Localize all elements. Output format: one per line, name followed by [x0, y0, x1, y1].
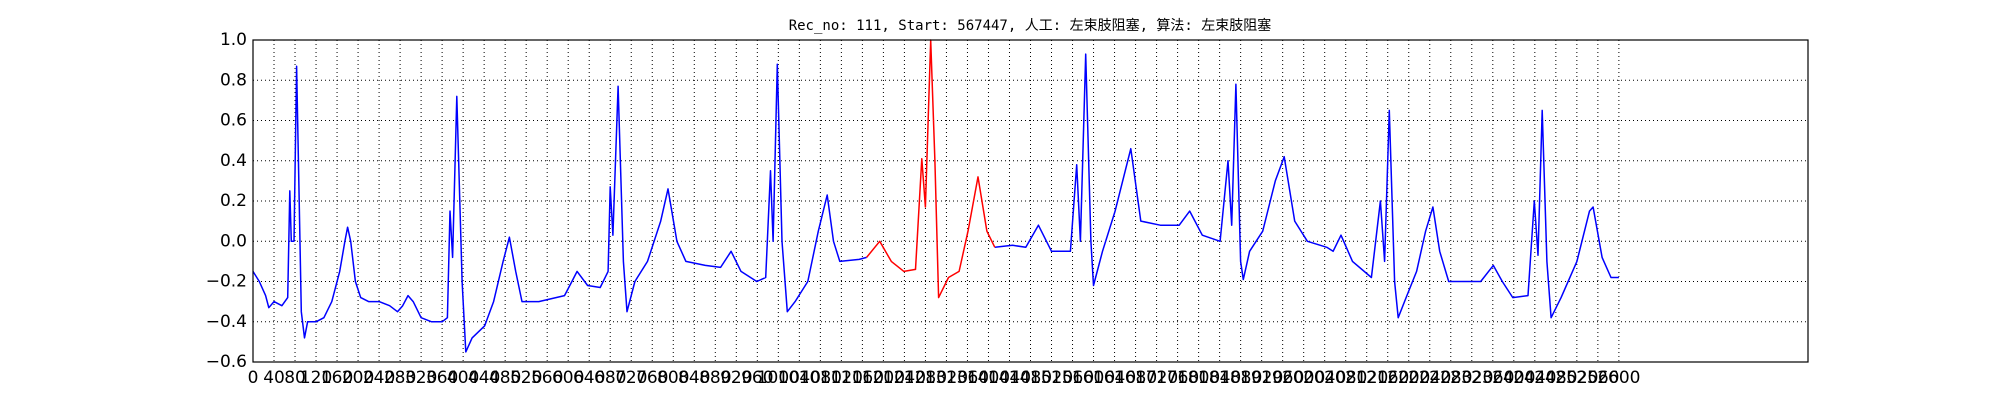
- x-tick-label: 2320: [1450, 368, 1493, 388]
- x-tick-label: 2280: [1429, 368, 1472, 388]
- x-tick-label: 560: [531, 368, 563, 388]
- ecg-line: [866, 39, 996, 299]
- x-tick-label: 120: [300, 368, 332, 388]
- x-tick-label: 2200: [1387, 368, 1430, 388]
- x-tick-label: 480: [489, 368, 521, 388]
- y-tick-label: 0.4: [220, 151, 247, 171]
- x-tick-label: 2400: [1492, 368, 1535, 388]
- y-tick-label: 0.8: [220, 70, 247, 90]
- x-tick-label: 1360: [946, 368, 989, 388]
- x-tick-label: 880: [699, 368, 731, 388]
- x-tick-label: 640: [573, 368, 605, 388]
- x-tick-label: 2120: [1345, 368, 1388, 388]
- x-tick-label: 1440: [988, 368, 1031, 388]
- y-tick-label: 0.6: [220, 111, 247, 131]
- x-tick-label: 2520: [1555, 368, 1598, 388]
- x-tick-label: 320: [405, 368, 437, 388]
- x-tick-label: 960: [741, 368, 773, 388]
- x-tick-label: 760: [636, 368, 668, 388]
- x-tick-label: 2040: [1303, 368, 1346, 388]
- y-tick-label: −0.6: [206, 352, 247, 372]
- y-tick-label: 0.0: [220, 231, 247, 251]
- x-tick-label: 840: [678, 368, 710, 388]
- x-tick-label: 1000: [757, 368, 800, 388]
- x-tick-label: 40: [263, 368, 285, 388]
- x-tick-label: 1640: [1093, 368, 1136, 388]
- x-tick-label: 680: [594, 368, 626, 388]
- x-tick-label: 1920: [1240, 368, 1283, 388]
- x-tick-label: 2440: [1513, 368, 1556, 388]
- x-tick-label: 1680: [1114, 368, 1157, 388]
- x-tick-label: 1320: [925, 368, 968, 388]
- x-tick-label: 1960: [1261, 368, 1304, 388]
- x-tick-label: 1280: [904, 368, 947, 388]
- x-tick-label: 1080: [799, 368, 842, 388]
- x-tick-label: 1240: [883, 368, 926, 388]
- x-tick-label: 720: [615, 368, 647, 388]
- x-tick-label: 2000: [1282, 368, 1325, 388]
- x-tick-label: 2080: [1324, 368, 1367, 388]
- x-tick-label: 1400: [967, 368, 1010, 388]
- x-tick-label: 1760: [1156, 368, 1199, 388]
- x-tick-label: 2560: [1576, 368, 1619, 388]
- chart-title: Rec_no: 111, Start: 567447, 人工: 左束肢阻塞, 算…: [789, 17, 1272, 34]
- x-tick-label: 1880: [1219, 368, 1262, 388]
- x-tick-label: 1200: [862, 368, 905, 388]
- x-tick-label: 160: [321, 368, 353, 388]
- plot-frame: [252, 39, 1809, 363]
- x-tick-label: 1840: [1198, 368, 1241, 388]
- x-tick-label: 80: [284, 368, 306, 388]
- x-tick-label: 0: [248, 368, 259, 388]
- y-tick-label: 1.0: [220, 30, 247, 50]
- x-tick-label: 2240: [1408, 368, 1451, 388]
- x-tick-label: 2480: [1534, 368, 1577, 388]
- x-tick-label: 200: [342, 368, 374, 388]
- y-tick-label: −0.4: [206, 312, 247, 332]
- x-tick-label: 1720: [1135, 368, 1178, 388]
- x-tick-label: 240: [363, 368, 395, 388]
- x-tick-label: 520: [510, 368, 542, 388]
- x-tick-label: 1040: [778, 368, 821, 388]
- x-tick-label: 2160: [1366, 368, 1409, 388]
- x-tick-label: 1520: [1030, 368, 1073, 388]
- x-tick-label: 1160: [841, 368, 884, 388]
- x-tick-label: 1480: [1009, 368, 1052, 388]
- x-tick-label: 400: [447, 368, 479, 388]
- x-tick-label: 2360: [1471, 368, 1514, 388]
- x-tick-label: 1600: [1072, 368, 1115, 388]
- x-tick-label: 360: [426, 368, 458, 388]
- x-tick-label: 440: [468, 368, 500, 388]
- x-tick-label: 280: [384, 368, 416, 388]
- x-tick-label: 800: [657, 368, 689, 388]
- x-tick-label: 2600: [1597, 368, 1640, 388]
- x-tick-label: 1120: [820, 368, 863, 388]
- x-tick-label: 1560: [1051, 368, 1094, 388]
- x-tick-label: 920: [720, 368, 752, 388]
- y-tick-label: 0.2: [220, 191, 247, 211]
- x-tick-label: 1800: [1177, 368, 1220, 388]
- ecg-line: [252, 53, 1619, 353]
- x-tick-label: 600: [552, 368, 584, 388]
- y-tick-label: −0.2: [206, 272, 247, 292]
